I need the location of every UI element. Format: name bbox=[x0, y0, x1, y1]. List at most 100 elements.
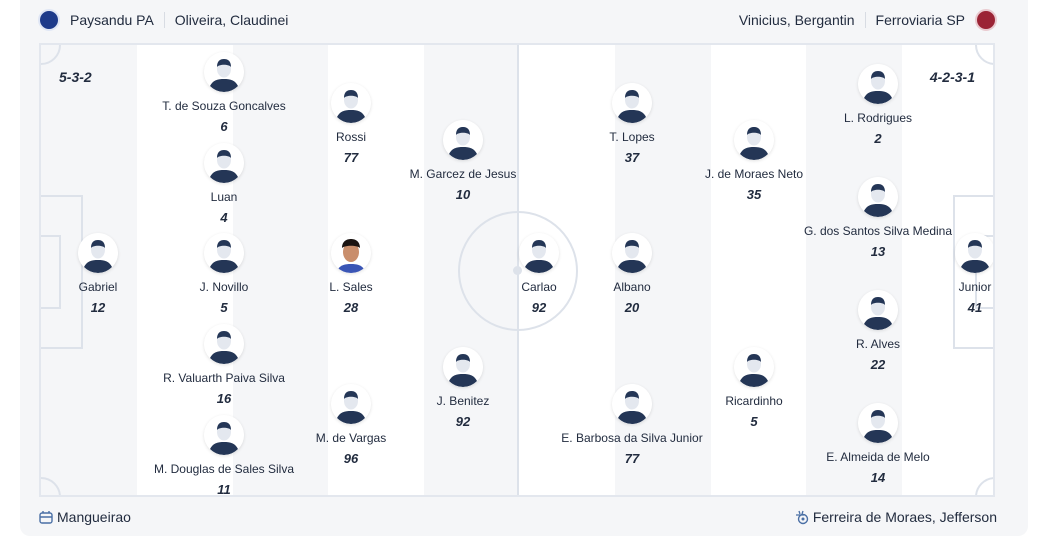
player-number: 4 bbox=[220, 210, 228, 225]
home-player[interactable]: M. Douglas de Sales Silva 11 bbox=[124, 415, 324, 497]
player-name[interactable]: Junior bbox=[958, 280, 992, 294]
player-name[interactable]: Rossi bbox=[335, 130, 366, 144]
player-avatar[interactable] bbox=[204, 52, 244, 92]
player-number: 22 bbox=[870, 357, 886, 372]
away-team-crest[interactable] bbox=[975, 9, 997, 31]
away-player[interactable]: G. dos Santos Silva Medina 13 bbox=[778, 177, 978, 259]
player-number: 28 bbox=[343, 300, 359, 315]
player-silhouette-icon bbox=[858, 177, 898, 217]
home-coach[interactable]: Oliveira, Claudinei bbox=[174, 12, 289, 28]
player-avatar[interactable] bbox=[612, 384, 652, 424]
player-avatar[interactable] bbox=[955, 233, 993, 273]
home-player[interactable]: Luan 4 bbox=[124, 143, 324, 225]
stadium-info: Mangueirao bbox=[38, 509, 131, 525]
player-avatar[interactable] bbox=[331, 233, 371, 273]
player-name[interactable]: E. Barbosa da Silva Junior bbox=[561, 431, 703, 445]
home-player[interactable]: M. Garcez de Jesus 10 bbox=[363, 120, 563, 202]
player-silhouette-icon bbox=[204, 143, 244, 183]
player-name[interactable]: Luan bbox=[210, 190, 238, 204]
player-number: 6 bbox=[220, 119, 228, 134]
player-name[interactable]: L. Rodrigues bbox=[843, 111, 913, 125]
player-avatar[interactable] bbox=[612, 233, 652, 273]
player-avatar[interactable] bbox=[519, 233, 559, 273]
player-avatar[interactable] bbox=[204, 143, 244, 183]
player-name[interactable]: M. Garcez de Jesus bbox=[409, 167, 517, 181]
away-formation: 4-2-3-1 bbox=[929, 69, 975, 85]
player-name[interactable]: T. Lopes bbox=[609, 130, 655, 144]
divider bbox=[864, 12, 866, 28]
player-name[interactable]: G. dos Santos Silva Medina bbox=[803, 224, 953, 238]
referee-info: Ferreira de Moraes, Jefferson bbox=[794, 509, 997, 525]
home-penalty-area bbox=[41, 195, 83, 349]
whistle-icon bbox=[795, 510, 809, 525]
home-team-crest[interactable] bbox=[38, 9, 60, 31]
away-player[interactable]: L. Rodrigues 2 bbox=[778, 64, 978, 146]
player-name[interactable]: J. de Moraes Neto bbox=[704, 167, 804, 181]
away-player[interactable]: E. Almeida de Melo 14 bbox=[778, 403, 978, 485]
player-name[interactable]: Gabriel bbox=[78, 280, 118, 294]
player-number: 13 bbox=[870, 244, 886, 259]
player-number: 2 bbox=[874, 131, 882, 146]
player-silhouette-icon bbox=[204, 233, 244, 273]
player-silhouette-icon bbox=[443, 120, 483, 160]
player-number: 37 bbox=[624, 150, 640, 165]
pitch: 5-3-2 4-2-3-1 Gabriel 12 T. de Souza Gonca… bbox=[39, 43, 995, 497]
player-name[interactable]: J. Benitez bbox=[436, 394, 490, 408]
home-player[interactable]: L. Sales 28 bbox=[251, 233, 451, 315]
away-player[interactable]: Carlao 92 bbox=[439, 233, 639, 315]
player-name[interactable]: L. Sales bbox=[329, 280, 373, 294]
player-name[interactable]: R. Valuarth Paiva Silva bbox=[163, 371, 285, 385]
player-silhouette-icon bbox=[204, 415, 244, 455]
player-silhouette-icon bbox=[204, 52, 244, 92]
player-number: 35 bbox=[746, 187, 762, 202]
home-player[interactable]: J. Benitez 92 bbox=[363, 347, 563, 429]
player-avatar[interactable] bbox=[443, 347, 483, 387]
player-number: 14 bbox=[870, 470, 886, 485]
player-name[interactable]: Ricardinho bbox=[725, 394, 783, 408]
player-number: 5 bbox=[750, 414, 758, 429]
player-avatar[interactable] bbox=[331, 384, 371, 424]
home-player[interactable]: M. de Vargas 96 bbox=[251, 384, 451, 466]
away-player[interactable]: E. Barbosa da Silva Junior 77 bbox=[532, 384, 732, 466]
player-avatar[interactable] bbox=[612, 83, 652, 123]
player-avatar[interactable] bbox=[858, 403, 898, 443]
player-number: 12 bbox=[90, 300, 106, 315]
player-avatar[interactable] bbox=[204, 415, 244, 455]
player-avatar[interactable] bbox=[734, 347, 774, 387]
home-player[interactable]: J. Novillo 5 bbox=[124, 233, 324, 315]
player-name[interactable]: T. de Souza Goncalves bbox=[162, 99, 286, 113]
home-player[interactable]: T. de Souza Goncalves 6 bbox=[124, 52, 324, 134]
player-avatar[interactable] bbox=[78, 233, 118, 273]
player-avatar[interactable] bbox=[204, 233, 244, 273]
player-name[interactable]: Albano bbox=[613, 280, 651, 294]
player-name[interactable]: E. Almeida de Melo bbox=[826, 450, 930, 464]
player-name[interactable]: M. Douglas de Sales Silva bbox=[153, 462, 295, 476]
home-player[interactable]: Gabriel 12 bbox=[41, 233, 198, 315]
away-coach[interactable]: Vinicius, Bergantin bbox=[738, 12, 855, 28]
away-player[interactable]: R. Alves 22 bbox=[778, 290, 978, 372]
away-player[interactable]: T. Lopes 37 bbox=[532, 83, 732, 165]
player-number: 96 bbox=[343, 451, 359, 466]
away-player[interactable]: Albano 20 bbox=[532, 233, 732, 315]
player-name[interactable]: J. Novillo bbox=[199, 280, 249, 294]
player-silhouette-icon bbox=[204, 324, 244, 364]
home-team-name[interactable]: Paysandu PA bbox=[70, 12, 154, 28]
player-silhouette-icon bbox=[858, 290, 898, 330]
home-player[interactable]: R. Valuarth Paiva Silva 16 bbox=[124, 324, 324, 406]
away-player[interactable]: J. de Moraes Neto 35 bbox=[654, 120, 854, 202]
player-name[interactable]: M. de Vargas bbox=[315, 431, 387, 445]
player-number: 11 bbox=[217, 482, 231, 497]
player-avatar[interactable] bbox=[443, 120, 483, 160]
player-avatar[interactable] bbox=[204, 324, 244, 364]
player-avatar[interactable] bbox=[331, 83, 371, 123]
away-team-name[interactable]: Ferroviaria SP bbox=[875, 12, 965, 28]
player-name[interactable]: R. Alves bbox=[855, 337, 900, 351]
player-name[interactable]: Carlao bbox=[521, 280, 557, 294]
away-player[interactable]: Junior 41 bbox=[875, 233, 993, 315]
away-player[interactable]: Ricardinho 5 bbox=[654, 347, 854, 429]
player-avatar[interactable] bbox=[858, 64, 898, 104]
player-avatar[interactable] bbox=[734, 120, 774, 160]
player-avatar[interactable] bbox=[858, 290, 898, 330]
home-player[interactable]: Rossi 77 bbox=[251, 83, 451, 165]
player-avatar[interactable] bbox=[858, 177, 898, 217]
